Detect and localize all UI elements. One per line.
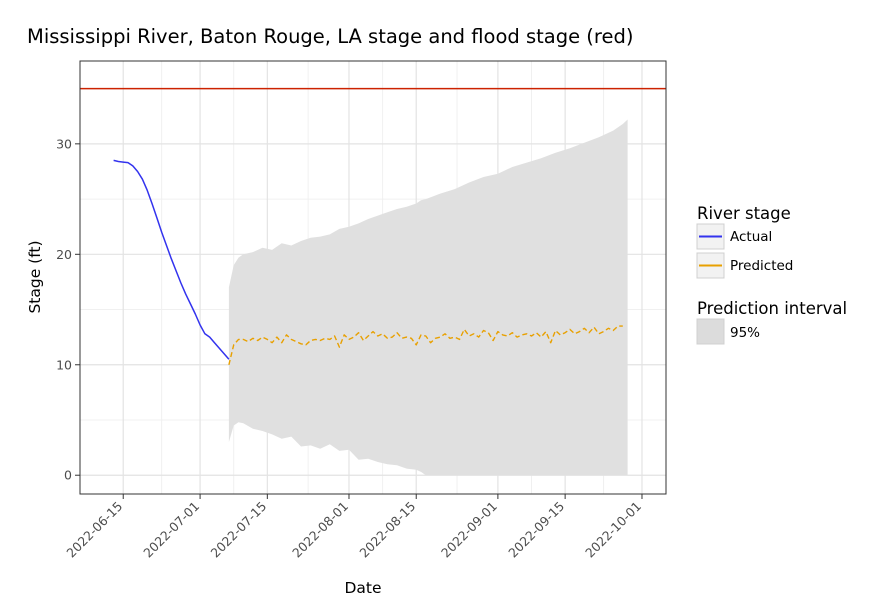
legend: River stage Actual Predicted Prediction … bbox=[696, 204, 847, 345]
legend-key-interval bbox=[696, 318, 725, 345]
legend-label-predicted: Predicted bbox=[730, 258, 793, 274]
x-tick-label: 2022-08-01 bbox=[289, 499, 351, 561]
y-axis-title: Stage (ft) bbox=[26, 240, 44, 313]
x-tick-label: 2022-09-01 bbox=[438, 499, 500, 561]
y-tick-label: 10 bbox=[56, 357, 72, 372]
y-tick-label: 0 bbox=[64, 468, 72, 483]
prediction-interval-layer bbox=[228, 119, 628, 476]
prediction-interval-band bbox=[228, 119, 628, 476]
plot-panel-border bbox=[79, 60, 667, 495]
legend-title-prediction-interval: Prediction interval bbox=[697, 299, 847, 318]
x-tick-label: 2022-08-15 bbox=[356, 499, 418, 561]
x-tick-label: 2022-06-15 bbox=[63, 499, 125, 561]
x-tick-label: 2022-10-01 bbox=[582, 499, 644, 561]
y-tick-label: 20 bbox=[56, 247, 72, 262]
legend-label-interval: 95% bbox=[730, 325, 760, 341]
y-tick-label: 30 bbox=[56, 136, 72, 151]
x-tick-label: 2022-09-15 bbox=[505, 499, 567, 561]
legend-title-river-stage: River stage bbox=[697, 204, 791, 223]
series-line-actual bbox=[113, 159, 230, 360]
x-tick-label: 2022-07-15 bbox=[207, 499, 269, 561]
legend-label-actual: Actual bbox=[730, 229, 772, 245]
x-axis-title: Date bbox=[344, 579, 381, 597]
series-layer bbox=[113, 159, 623, 365]
chart-title: Mississippi River, Baton Rouge, LA stage… bbox=[27, 25, 634, 48]
series-line-predicted bbox=[228, 325, 623, 365]
x-tick-label: 2022-07-01 bbox=[140, 499, 202, 561]
